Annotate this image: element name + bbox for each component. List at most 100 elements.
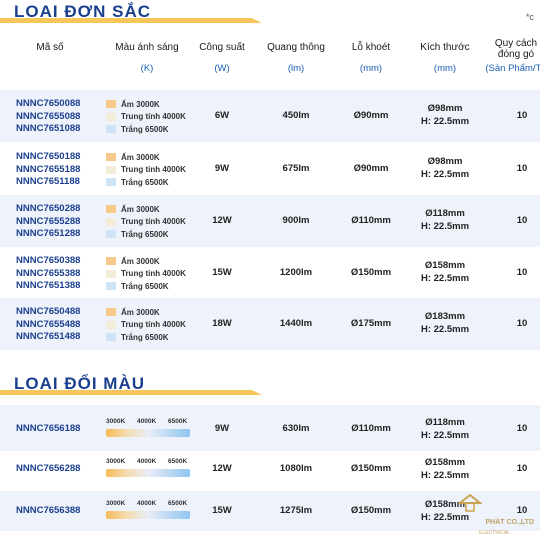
swatch-item: Ấm 3000K: [106, 98, 186, 111]
color-swatch-icon: [106, 333, 116, 342]
product-code: NNNC7655488: [16, 318, 81, 330]
swatch-item: Trắng 6500K: [106, 228, 186, 241]
color-swatches: Ấm 3000K Trung tính 4000K Trắng 6500K: [106, 306, 186, 344]
swatch-item: Ấm 3000K: [106, 203, 186, 216]
size-cell: Ø98mm H: 22.5mm: [412, 155, 478, 181]
color-swatch-icon: [106, 125, 116, 134]
size-line: Ø158mm: [424, 260, 466, 271]
pack-cell: 10: [516, 110, 528, 121]
swatch-label: Trắng 6500K: [121, 177, 169, 187]
size-line: Ø98mm: [427, 156, 463, 167]
color-swatch-icon: [106, 165, 116, 174]
size-line: H: 22.5mm: [420, 116, 470, 127]
size-line: H: 22.5mm: [420, 324, 470, 335]
table-row: NNNC7656188 3000K 4000K 6500K 9W 630lm Ø110mm 1…: [0, 405, 540, 453]
header-flux: Quang thông (lm): [267, 42, 325, 74]
size-cell: Ø158mm H: 22.5mm: [412, 498, 478, 524]
size-line: H: 22.5mm: [420, 221, 470, 232]
swatch-label: Trung tính 4000K: [121, 112, 186, 122]
swatch-item: Trung tính 4000K: [106, 268, 186, 281]
color-swatches: Ấm 3000K Trung tính 4000K Trắng 6500K: [106, 98, 186, 136]
footnote-mark: *c: [525, 12, 534, 22]
power-cell: 9W: [214, 163, 230, 174]
color-swatch-icon: [106, 257, 116, 266]
color-swatches: Ấm 3000K Trung tính 4000K Trắng 6500K: [106, 203, 186, 241]
gradient-label: 3000K: [106, 500, 126, 507]
swatch-item: Trắng 6500K: [106, 176, 186, 189]
product-codes: NNNC7650388 NNNC7655388 NNNC7651388: [16, 255, 80, 293]
size-line: H: 22.5mm: [420, 273, 470, 284]
swatch-item: Trắng 6500K: [106, 331, 186, 344]
flux-cell: 1200lm: [279, 267, 313, 278]
size-line: H: 22.5mm: [420, 169, 470, 180]
size-line: Ø183mm: [424, 311, 466, 322]
power-cell: 18W: [212, 318, 232, 329]
pack-cell: 10: [516, 163, 528, 174]
cutout-cell: Ø150mm: [350, 267, 392, 278]
header-size: Kích thước (mm): [420, 42, 470, 74]
watermark-text: PHÁT CO.,LTD: [485, 519, 534, 526]
product-code: NNNC7651288: [16, 228, 81, 239]
cutout-cell: Ø110mm: [351, 423, 391, 434]
header-code: Mã số: [36, 42, 64, 53]
table-row: NNNC7650288 NNNC7655288 NNNC7651288 Ấm 3000…: [0, 195, 540, 247]
swatch-label: Ấm 3000K: [121, 152, 160, 162]
product-code: NNNC7656188: [16, 423, 81, 434]
table-row: NNNC7650088 NNNC7655088 NNNC7651088 Ấm 3000…: [0, 90, 540, 142]
size-cell: Ø98mm H: 22.5mm: [412, 102, 478, 128]
power-cell: 9W: [214, 423, 230, 434]
swatch-label: Trung tính 4000K: [121, 165, 186, 175]
pack-cell: 10: [516, 463, 528, 474]
table-row: NNNC7650188 NNNC7655188 NNNC7651188 Ấm 3000…: [0, 143, 540, 195]
swatch-item: Ấm 3000K: [106, 255, 186, 268]
cutout-cell: Ø90mm: [353, 163, 389, 174]
size-line: Ø98mm: [427, 103, 463, 114]
flux-cell: 675lm: [282, 163, 310, 174]
size-cell: Ø158mm H: 22.5mm: [412, 259, 478, 285]
swatch-label: Trung tính 4000K: [121, 217, 186, 227]
product-code: NNNC7656388: [16, 505, 81, 516]
section-title-mono: LOẠI ĐƠN SẮC: [14, 2, 152, 21]
pack-cell: 10: [516, 423, 528, 434]
gradient-label: 6500K: [168, 458, 188, 465]
table-row: NNNC7656388 3000K 4000K 6500K 15W 1275lm Ø150m…: [0, 491, 540, 531]
flux-cell: 900lm: [282, 215, 310, 226]
product-code: NNNC7655388: [16, 267, 81, 279]
gradient-label: 4000K: [137, 418, 157, 425]
product-code: NNNC7655288: [16, 215, 81, 227]
product-code: NNNC7651388: [16, 280, 81, 291]
product-code: NNNC7655088: [16, 110, 81, 122]
color-swatch-icon: [106, 320, 116, 329]
power-cell: 15W: [212, 505, 232, 516]
color-swatch-icon: [106, 230, 116, 239]
header-cutout: Lỗ khoét (mm): [351, 42, 391, 74]
color-swatch-icon: [106, 269, 116, 278]
product-code: NNNC7655188: [16, 163, 81, 175]
table-header: Mã số Màu ánh sáng (K) Công suất (W) Quang…: [0, 38, 540, 88]
cutout-cell: Ø90mm: [353, 110, 389, 121]
color-swatch-icon: [106, 205, 116, 214]
size-line: Ø158mm: [424, 499, 466, 510]
size-cell: Ø118mm H: 22.5mm: [412, 207, 478, 233]
product-code: NNNC7650088: [16, 98, 81, 109]
table-row: NNNC7656288 3000K 4000K 6500K 12W 1080lm Ø150m…: [0, 451, 540, 487]
gradient-label: 3000K: [106, 458, 126, 465]
swatch-item: Trung tính 4000K: [106, 111, 186, 124]
swatch-item: Trung tính 4000K: [106, 319, 186, 332]
cutout-cell: Ø150mm: [350, 463, 392, 474]
section-title-cct: LOẠI ĐỔI MÀU: [14, 374, 145, 393]
flux-cell: 1440lm: [279, 318, 313, 329]
swatch-label: Trắng 6500K: [121, 281, 169, 291]
product-codes: NNNC7650488 NNNC7655488 NNNC7651488: [16, 306, 80, 344]
power-cell: 15W: [212, 267, 232, 278]
size-line: H: 22.5mm: [420, 430, 470, 441]
flux-cell: 450lm: [282, 110, 310, 121]
product-codes: NNNC7650188 NNNC7655188 NNNC7651188: [16, 151, 80, 189]
gradient-label: 3000K: [106, 418, 126, 425]
gradient-label: 4000K: [137, 500, 157, 507]
product-code: NNNC7651088: [16, 123, 81, 134]
color-swatch-icon: [106, 153, 116, 162]
size-cell: Ø158mm H: 22.5mm: [412, 456, 478, 482]
swatch-item: Trắng 6500K: [106, 123, 186, 136]
